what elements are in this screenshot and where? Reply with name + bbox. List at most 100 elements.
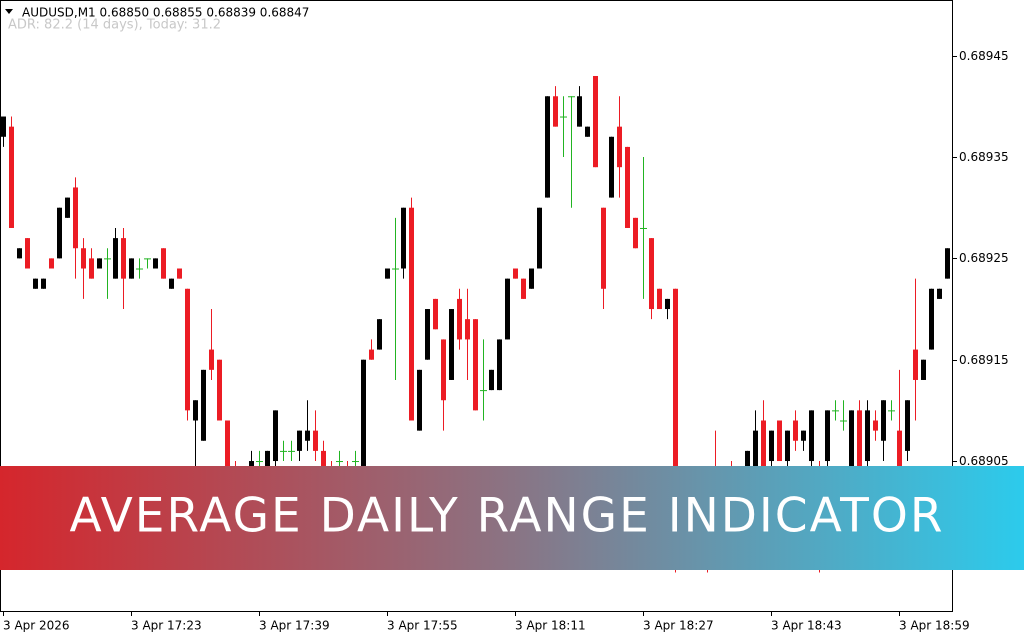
candle-body: [793, 420, 798, 441]
y-tick-label: 0.68935: [959, 150, 1009, 164]
candle-body: [377, 319, 382, 350]
candle-body: [288, 450, 295, 452]
plot-frame: [0, 0, 953, 612]
x-tick-label: 3 Apr 18:43: [771, 619, 842, 633]
candle-body: [617, 126, 622, 168]
candle-body: [161, 248, 166, 279]
candle-body: [832, 410, 839, 412]
chart-title: AUDUSD,M1 0.68850 0.68855 0.68839 0.6884…: [22, 6, 309, 20]
x-tick-label: 3 Apr 2026: [3, 619, 70, 633]
candle-body: [81, 248, 86, 269]
x-tick-label: 3 Apr 18:11: [515, 619, 586, 633]
y-tick-label: 0.68945: [959, 49, 1009, 63]
candle-body: [433, 298, 438, 330]
candle-body: [256, 461, 263, 463]
candle-body: [153, 258, 158, 269]
candle-body: [201, 369, 206, 441]
candle-body: [409, 207, 414, 421]
candle-body: [881, 400, 886, 441]
candle-body: [888, 410, 895, 412]
candle-body: [449, 309, 454, 380]
candle-body: [513, 268, 518, 279]
candle-body: [113, 238, 118, 279]
candle-body: [441, 339, 446, 401]
candle-body: [25, 238, 30, 269]
candle-body: [49, 258, 54, 269]
candle-body: [305, 430, 310, 441]
header-arrow: [5, 9, 13, 14]
candle-body: [545, 96, 550, 198]
candle-body: [41, 278, 46, 289]
candle-body: [801, 430, 806, 441]
candle-body: [625, 146, 630, 228]
candle-body: [392, 268, 399, 270]
candle-body: [177, 268, 182, 279]
candle-body: [897, 430, 902, 472]
y-tick-label: 0.68905: [959, 454, 1009, 468]
candle-body: [417, 369, 422, 431]
candle-body: [336, 461, 343, 463]
x-tick-label: 3 Apr 17:23: [131, 619, 202, 633]
candle-body: [225, 420, 230, 472]
candle-body: [280, 450, 287, 452]
candle-body: [921, 359, 926, 380]
candle-body: [825, 410, 830, 462]
candle-body: [809, 410, 814, 462]
candle-body: [480, 390, 487, 392]
candle-body: [657, 288, 662, 310]
candle-body: [473, 319, 478, 411]
candle-body: [568, 96, 575, 98]
candle-body: [273, 410, 278, 462]
candle-body: [73, 187, 78, 249]
candle-body: [313, 430, 318, 451]
x-tick-label: 3 Apr 18:59: [899, 619, 970, 633]
candle-body: [136, 268, 143, 270]
candle-body: [129, 258, 134, 279]
candle-body: [777, 420, 782, 462]
candle-body: [633, 217, 638, 249]
banner-background: [0, 466, 1024, 570]
candle-body: [489, 369, 494, 391]
candle-body: [369, 349, 374, 360]
candle-body: [361, 359, 366, 502]
candle-body: [65, 197, 70, 218]
candle-body: [673, 288, 678, 553]
candle-body: [865, 410, 870, 462]
candle-body: [761, 420, 766, 472]
candle-body: [169, 278, 174, 289]
candle-body: [457, 298, 462, 340]
y-tick-label: 0.68915: [959, 353, 1009, 367]
candle-body: [840, 420, 847, 422]
candle-body: [89, 258, 94, 279]
candle-body: [97, 258, 102, 269]
x-tick-label: 3 Apr 17:39: [259, 619, 330, 633]
candle-body: [401, 207, 406, 269]
candle-body: [945, 248, 950, 279]
candle-body: [873, 420, 878, 431]
candle-body: [785, 430, 790, 462]
candle-body: [297, 430, 302, 451]
candle-body: [849, 410, 854, 472]
candle-body: [185, 288, 190, 411]
candle-body: [649, 238, 654, 310]
candle-body: [937, 288, 942, 299]
candle-body: [1, 116, 6, 137]
candle-body: [585, 126, 590, 137]
candle-body: [9, 126, 14, 228]
x-tick-label: 3 Apr 18:27: [643, 619, 714, 633]
candle-body: [640, 227, 647, 229]
candle-body: [385, 268, 390, 279]
x-tick-label: 3 Apr 17:55: [387, 619, 458, 633]
candle-body: [17, 248, 22, 259]
candle-body: [193, 400, 198, 421]
candle-body: [577, 96, 582, 127]
candle-body: [665, 298, 670, 310]
candle-body: [121, 238, 126, 279]
candle-body: [209, 349, 214, 370]
candle-body: [104, 258, 111, 260]
candle-body: [465, 319, 470, 340]
candle-body: [753, 430, 758, 472]
candle-body: [905, 400, 910, 451]
candle-body: [425, 309, 430, 360]
